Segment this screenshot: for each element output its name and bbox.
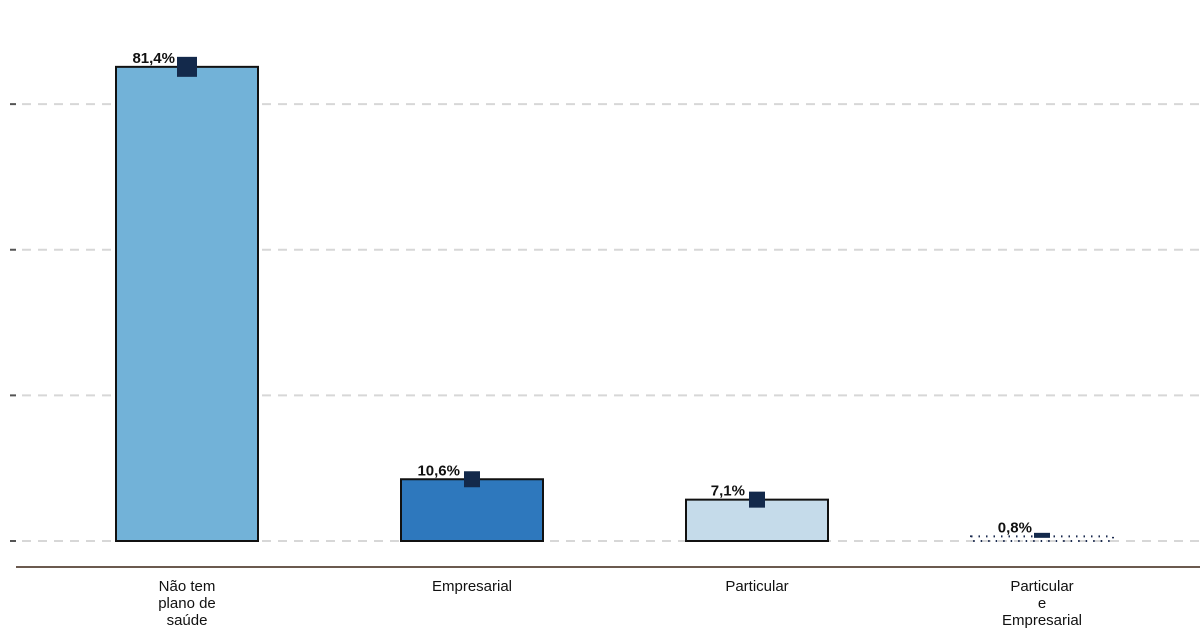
point-marker-0 [177, 56, 197, 77]
category-label-1: Empresarial [432, 578, 512, 595]
category-label-2: Particular [725, 578, 788, 595]
bar-1 [400, 478, 544, 543]
data-label-0: 81,4% [132, 50, 175, 67]
point-marker-2 [749, 491, 765, 508]
data-label-1: 10,6% [417, 462, 460, 479]
labels-layer: 81,4% Não tem plano de saúde 10,6% Empresaria… [132, 50, 1082, 628]
point-marker-3 [1034, 532, 1050, 538]
bars-layer [115, 56, 1114, 543]
category-label-3: Particular e Empresarial [1002, 578, 1082, 628]
point-marker-1 [464, 471, 480, 488]
category-label-0: Não tem plano de saúde [158, 578, 216, 628]
bar-0 [115, 65, 259, 542]
bar-3 [970, 535, 1114, 543]
data-label-2: 7,1% [711, 483, 745, 500]
data-label-3: 0,8% [998, 519, 1032, 536]
